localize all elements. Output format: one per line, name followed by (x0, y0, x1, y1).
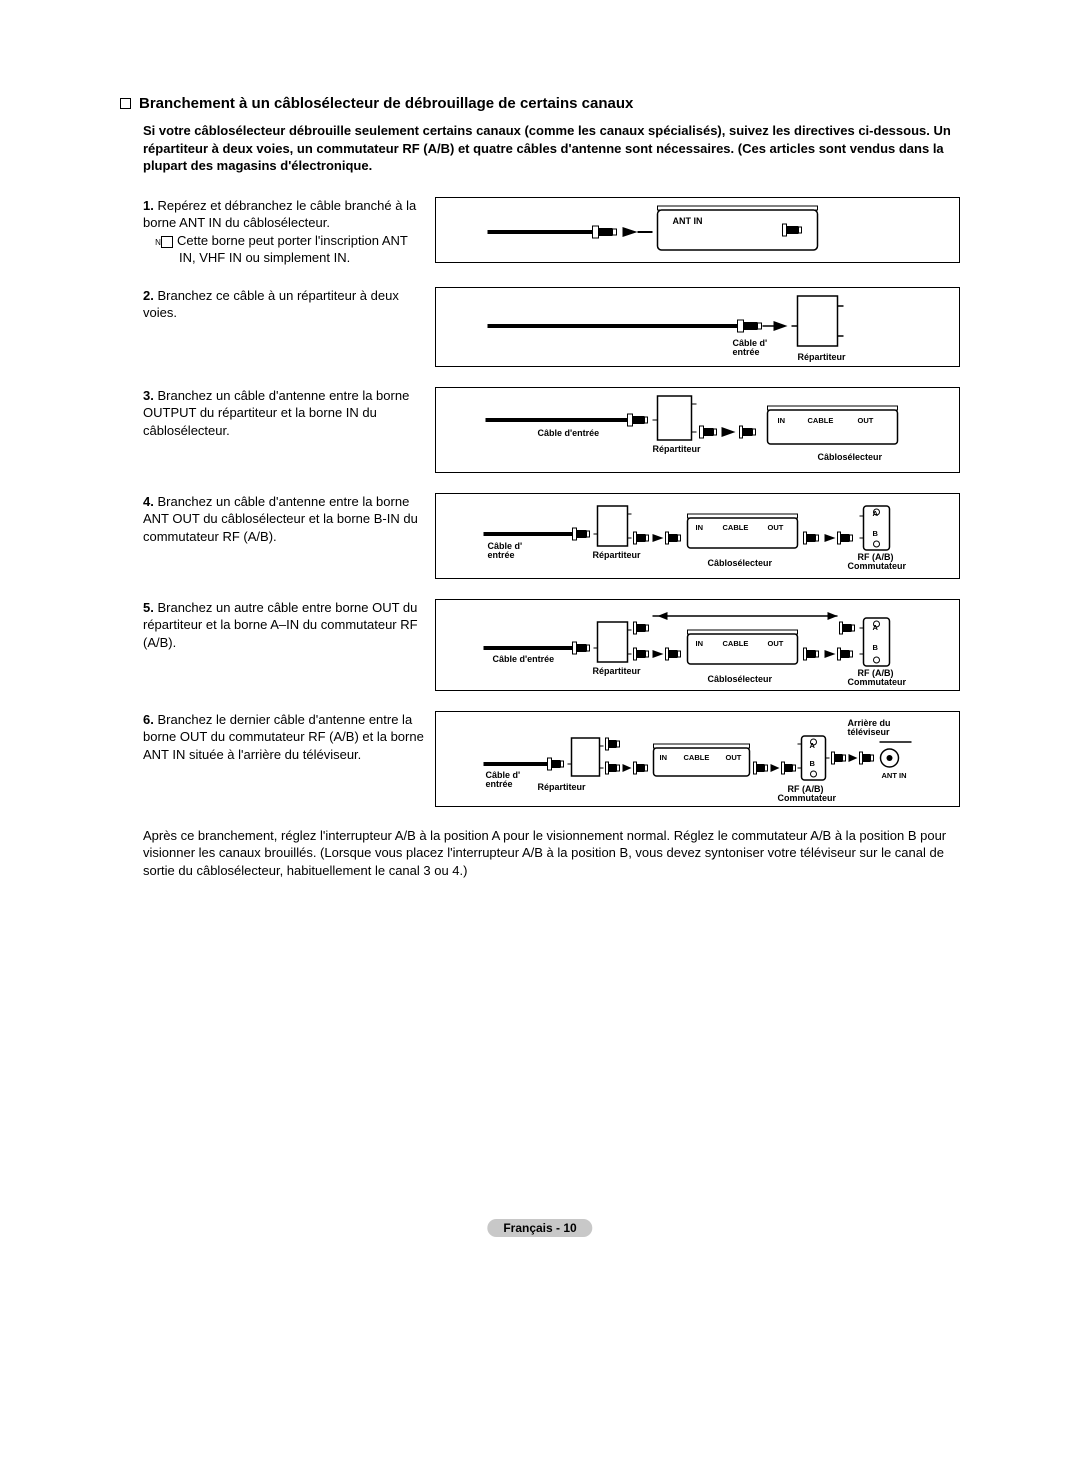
svg-text:Répartiteur: Répartiteur (593, 550, 642, 560)
svg-text:CABLE: CABLE (723, 639, 749, 648)
ant-in-label: ANT IN (673, 216, 703, 226)
footer-text: Français - 10 (503, 1221, 576, 1235)
step-body: Repérez et débranchez le câble branché à… (143, 198, 416, 231)
svg-text:Répartiteur: Répartiteur (653, 444, 702, 454)
svg-text:IN: IN (696, 639, 704, 648)
svg-text:OUT: OUT (726, 753, 742, 762)
svg-text:Répartiteur: Répartiteur (593, 666, 642, 676)
svg-text:Câblosélecteur: Câblosélecteur (708, 674, 773, 684)
step-3-text: 3. Branchez un câble d'antenne entre la … (120, 387, 425, 440)
svg-text:CABLE: CABLE (723, 523, 749, 532)
svg-text:Commutateur: Commutateur (848, 561, 907, 571)
svg-text:téléviseur: téléviseur (848, 727, 891, 737)
svg-text:A: A (873, 509, 879, 518)
diagram-5: Câble d'entrée Répartiteur IN CABLE OUT … (435, 599, 960, 691)
svg-text:CABLE: CABLE (808, 416, 834, 425)
intro-text: Si votre câblosélecteur débrouille seule… (143, 122, 960, 175)
step-2-text: 2. Branchez ce câble à un répartiteur à … (120, 287, 425, 322)
svg-text:Câble d'entrée: Câble d'entrée (538, 428, 600, 438)
svg-text:IN: IN (660, 753, 668, 762)
step-1: 1. Repérez et débranchez le câble branch… (120, 197, 960, 267)
diagram-3: Câble d'entrée Répartiteur IN CABLE OUT … (435, 387, 960, 473)
diagram-2: Câble d' entrée Répartiteur (435, 287, 960, 367)
diagram-1: ANT IN (435, 197, 960, 263)
svg-text:Câblosélecteur: Câblosélecteur (708, 558, 773, 568)
svg-text:entrée: entrée (488, 550, 515, 560)
step-3: 3. Branchez un câble d'antenne entre la … (120, 387, 960, 473)
svg-text:B: B (810, 759, 816, 768)
step-body: Branchez le dernier câble d'antenne entr… (143, 712, 424, 762)
svg-text:Répartiteur: Répartiteur (538, 782, 587, 792)
svg-text:Câblosélecteur: Câblosélecteur (818, 452, 883, 462)
step-num: 3. (143, 388, 154, 403)
svg-text:A: A (873, 623, 879, 632)
step-body: Branchez un câble d'antenne entre la bor… (143, 388, 409, 438)
svg-text:CABLE: CABLE (684, 753, 710, 762)
step-num: 5. (143, 600, 154, 615)
svg-text:Commutateur: Commutateur (848, 677, 907, 687)
diagram-4: Câble d' entrée Répartiteur IN CABLE OUT… (435, 493, 960, 579)
svg-text:OUT: OUT (768, 523, 784, 532)
svg-text:B: B (873, 643, 879, 652)
svg-text:Répartiteur: Répartiteur (798, 352, 847, 362)
step-6: 6. Branchez le dernier câble d'antenne e… (120, 711, 960, 807)
step-body: Branchez un autre câble entre borne OUT … (143, 600, 418, 650)
conclusion-text: Après ce branchement, réglez l'interrupt… (143, 827, 960, 880)
svg-text:entrée: entrée (486, 779, 513, 789)
svg-text:OUT: OUT (768, 639, 784, 648)
diagram-6: Câble d' entrée Répartiteur Arrière du t… (435, 711, 960, 807)
step-5: 5. Branchez un autre câble entre borne O… (120, 599, 960, 691)
step-num: 2. (143, 288, 154, 303)
svg-text:ANT IN: ANT IN (882, 771, 907, 780)
note-text: Cette borne peut porter l'inscription AN… (177, 233, 408, 266)
svg-text:OUT: OUT (858, 416, 874, 425)
checkbox-icon (120, 98, 131, 109)
page-footer: Français - 10 (487, 1219, 592, 1237)
svg-text:IN: IN (696, 523, 704, 532)
svg-text:A: A (810, 741, 816, 750)
step-2: 2. Branchez ce câble à un répartiteur à … (120, 287, 960, 367)
step-body: Branchez ce câble à un répartiteur à deu… (143, 288, 399, 321)
step-num: 6. (143, 712, 154, 727)
step-num: 1. (143, 198, 154, 213)
title-text: Branchement à un câblosélecteur de débro… (139, 95, 633, 112)
step-4-text: 4. Branchez un câble d'antenne entre la … (120, 493, 425, 546)
step-body: Branchez un câble d'antenne entre la bor… (143, 494, 418, 544)
step-note: N Cette borne peut porter l'inscription A… (143, 232, 425, 267)
step-1-text: 1. Repérez et débranchez le câble branch… (120, 197, 425, 267)
step-num: 4. (143, 494, 154, 509)
svg-text:Câble d'entrée: Câble d'entrée (493, 654, 555, 664)
svg-text:Commutateur: Commutateur (778, 793, 837, 803)
step-4: 4. Branchez un câble d'antenne entre la … (120, 493, 960, 579)
step-6-text: 6. Branchez le dernier câble d'antenne e… (120, 711, 425, 764)
note-icon: N (161, 236, 173, 248)
section-title: Branchement à un câblosélecteur de débro… (120, 95, 960, 112)
svg-text:entrée: entrée (733, 347, 760, 357)
step-5-text: 5. Branchez un autre câble entre borne O… (120, 599, 425, 652)
svg-text:B: B (873, 529, 879, 538)
svg-text:IN: IN (778, 416, 786, 425)
